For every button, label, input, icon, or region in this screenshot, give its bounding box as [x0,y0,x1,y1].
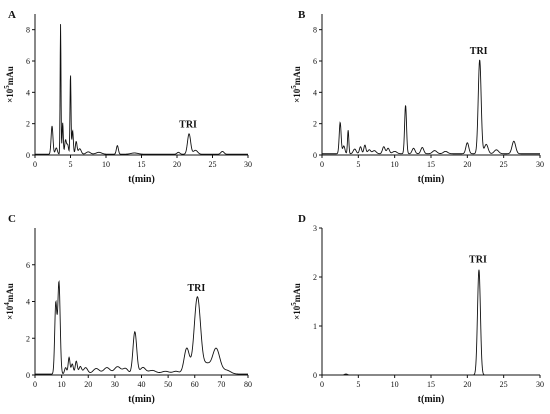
x-tick-label: 30 [111,380,119,389]
y-tick-label: 0 [26,151,30,160]
y-tick-label: 8 [26,26,30,35]
x-tick-label: 10 [58,380,66,389]
y-tick-label: 2 [26,334,30,343]
x-tick-label: 5 [356,380,360,389]
peak-annotation: TRI [179,120,197,131]
y-axis-label: ×105mAu [3,66,15,103]
chromatogram-trace [322,269,540,376]
x-tick-label: 0 [320,160,324,169]
x-tick-label: 20 [84,380,92,389]
y-axis-label: ×104mAu [3,283,15,320]
y-tick-label: 3 [313,224,317,233]
panel-label: C [8,213,16,225]
x-tick-label: 0 [320,380,324,389]
x-tick-label: 10 [102,160,110,169]
chromatogram-trace [35,280,248,375]
panel-c: C 0 10 20 30 40 50 60 70 80 0 2 4 6 t(min) ×104mAu TRI [3,213,252,405]
x-tick-label: 25 [500,380,508,389]
x-tick-label: 20 [463,160,471,169]
y-tick-label: 2 [313,273,317,282]
panel-d: D 0 5 10 15 20 25 30 0 1 2 3 t(min) ×105mAu TRI [290,213,544,405]
x-axis-label: t(min) [418,394,445,405]
y-tick-label: 6 [313,57,317,66]
x-tick-label: 20 [173,160,181,169]
y-tick-label: 2 [313,120,317,129]
y-tick-label: 4 [313,88,317,97]
peak-annotation: TRI [470,46,488,57]
y-tick-label: 4 [26,88,30,97]
y-tick-label: 8 [313,26,317,35]
x-axis-label: t(min) [128,174,155,185]
y-tick-label: 2 [26,120,30,129]
x-tick-label: 70 [217,380,225,389]
y-tick-label: 4 [26,298,30,307]
y-tick-label: 0 [313,371,317,380]
y-tick-label: 6 [26,261,30,270]
panel-a: A 0 5 10 15 20 25 30 0 2 4 6 8 t(min) ×105mAu TRI [3,9,252,185]
peak-annotation: TRI [188,283,206,294]
panel-label: B [298,9,306,21]
x-tick-label: 15 [427,160,435,169]
chromatogram-trace [35,24,248,155]
panel-b: B 0 5 10 15 20 25 30 0 2 4 6 8 t(min) ×105mAu TRI [290,9,544,185]
x-tick-label: 25 [500,160,508,169]
x-tick-label: 10 [391,160,399,169]
peak-annotation: TRI [469,255,487,266]
x-tick-label: 15 [138,160,146,169]
x-axis-label: t(min) [418,174,445,185]
y-tick-label: 1 [313,322,317,331]
panel-label: A [8,9,16,21]
x-tick-label: 10 [391,380,399,389]
chromatogram-trace [322,59,540,155]
x-tick-label: 25 [209,160,217,169]
x-tick-label: 0 [33,380,37,389]
x-axis-label: t(min) [128,394,155,405]
x-tick-label: 40 [138,380,146,389]
x-tick-label: 50 [164,380,172,389]
panel-label: D [298,213,306,225]
x-tick-label: 30 [244,160,252,169]
y-axis-label: ×105mAu [290,283,302,320]
x-tick-label: 0 [33,160,37,169]
x-tick-label: 60 [191,380,199,389]
y-axis-label: ×105mAu [290,66,302,103]
x-tick-label: 20 [463,380,471,389]
x-tick-label: 5 [356,160,360,169]
y-tick-label: 6 [26,57,30,66]
y-tick-label: 0 [313,151,317,160]
x-tick-label: 80 [244,380,252,389]
x-tick-label: 5 [69,160,73,169]
x-tick-label: 15 [427,380,435,389]
x-tick-label: 30 [536,160,544,169]
y-tick-label: 0 [26,371,30,380]
x-tick-label: 30 [536,380,544,389]
